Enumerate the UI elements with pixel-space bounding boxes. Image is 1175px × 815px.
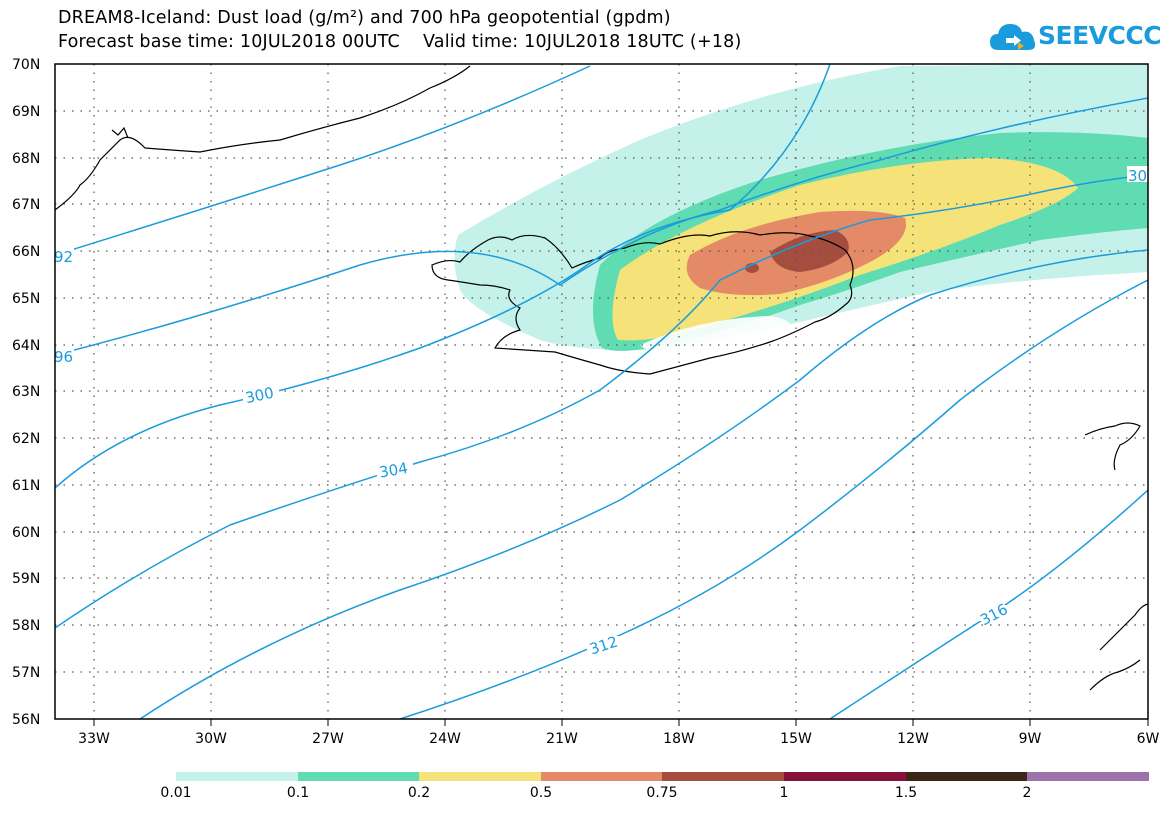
lat-label: 67N: [12, 197, 40, 213]
contour-label-308: 30: [1128, 167, 1147, 185]
contour-labels: 92 96 300 304 312 316 30: [54, 166, 1148, 658]
colorbar-label: 1: [779, 785, 789, 801]
colorbar-label: 0.2: [407, 785, 431, 801]
colorbar-label: 0.1: [286, 785, 310, 801]
lat-label: 68N: [12, 151, 40, 167]
contour-label-300: 300: [244, 384, 276, 408]
lon-label: 9W: [1019, 731, 1042, 747]
lon-label: 24W: [429, 731, 461, 747]
lon-label: 12W: [897, 731, 929, 747]
lat-label: 57N: [12, 665, 40, 681]
colorbar-label: 2: [1022, 785, 1032, 801]
lon-ticks: [93, 719, 1149, 726]
lat-label: 58N: [12, 618, 40, 634]
lon-label: 27W: [312, 731, 344, 747]
lat-label: 60N: [12, 525, 40, 541]
colorbar-label: 1.5: [894, 785, 918, 801]
lat-label: 65N: [12, 291, 40, 307]
dust-band-0-75: [770, 230, 849, 272]
lon-label: 18W: [663, 731, 695, 747]
lon-label: 6W: [1137, 731, 1160, 747]
colorbar-segment: [541, 772, 662, 781]
lat-label: 59N: [12, 571, 40, 587]
map-frame: [54, 63, 1149, 720]
colorbar-segment: [1027, 772, 1149, 781]
lon-axis: 33W 30W 27W 24W 21W 18W 15W 12W 9W 6W: [78, 731, 1159, 747]
colorbar-label: 0.01: [160, 785, 192, 801]
colorbar-segment: [176, 772, 298, 781]
lat-label: 70N: [12, 57, 40, 73]
graticule: [55, 64, 1148, 719]
lat-label: 56N: [12, 712, 40, 728]
colorbar-segment: [906, 772, 1027, 781]
lat-axis: 70N 69N 68N 67N 66N 65N 64N 63N 62N 61N …: [12, 57, 40, 728]
forecast-time-line: Forecast base time: 10JUL2018 00UTC Vali…: [58, 32, 742, 52]
contour-label-304: 304: [378, 459, 409, 482]
dust-low-white: [640, 316, 793, 356]
colorbar-segment: [298, 772, 419, 781]
lon-label: 21W: [546, 731, 578, 747]
lat-label: 64N: [12, 338, 40, 354]
lat-label: 61N: [12, 478, 40, 494]
lon-label: 33W: [78, 731, 110, 747]
lat-label: 63N: [12, 384, 40, 400]
logo-text: SEEVCCC: [1038, 21, 1162, 50]
lon-label: 15W: [780, 731, 812, 747]
colorbar: [176, 772, 1149, 781]
lat-label: 69N: [12, 104, 40, 120]
colorbar-segment: [419, 772, 541, 781]
seevccc-logo: SEEVCCC: [988, 18, 1168, 58]
lat-label: 66N: [12, 244, 40, 260]
colorbar-segment: [662, 772, 784, 781]
colorbar-segment: [784, 772, 906, 781]
lon-label: 30W: [195, 731, 227, 747]
colorbar-label: 0.75: [646, 785, 678, 801]
map-title: DREAM8-Iceland: Dust load (g/m²) and 700…: [58, 8, 671, 28]
lat-label: 62N: [12, 431, 40, 447]
coastline: [55, 65, 1148, 691]
cloud-icon: [990, 24, 1036, 50]
contour-label-292: 92: [54, 248, 73, 266]
colorbar-label: 0.5: [529, 785, 553, 801]
contour-label-296: 96: [54, 348, 73, 366]
